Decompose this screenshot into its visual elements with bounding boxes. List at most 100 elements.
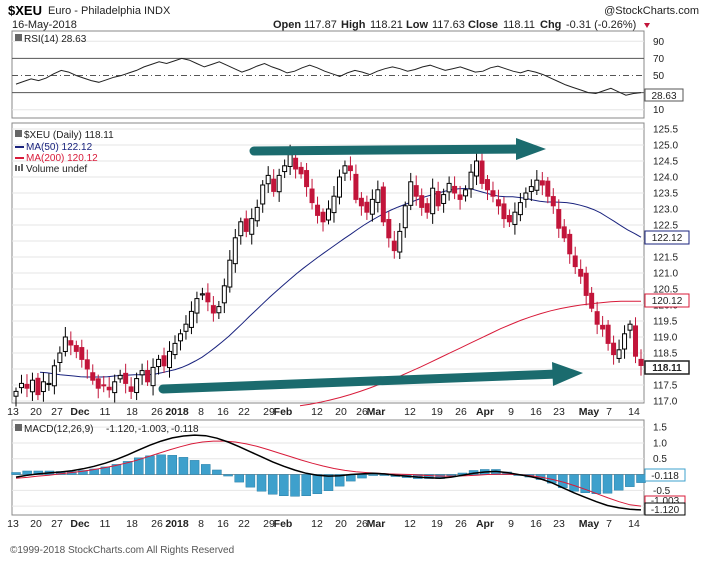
macd-hist-bar	[636, 474, 646, 483]
macd-badge: -1.120	[651, 505, 680, 516]
legend-volume: Volume undef	[26, 164, 87, 175]
candle	[638, 349, 644, 376]
macd-hist-bar	[334, 474, 345, 487]
candle	[463, 185, 469, 202]
candle	[490, 181, 496, 203]
candle	[139, 363, 145, 385]
candle	[13, 387, 19, 407]
candle	[172, 335, 178, 360]
candle	[380, 182, 386, 227]
candle	[249, 208, 255, 245]
macd-hist-bar	[178, 457, 189, 475]
candle	[134, 372, 140, 401]
x-tick-label: 12	[404, 518, 416, 530]
candle	[506, 209, 512, 228]
low-value: 117.63	[432, 19, 465, 31]
candle	[578, 259, 584, 284]
x-tick-label: 12	[311, 406, 323, 418]
macd-hist-bar	[279, 474, 289, 496]
chg-value: -0.31 (-0.26%)	[566, 19, 636, 31]
macd-hist-bar	[256, 474, 267, 492]
price-tick-label: 117.5	[653, 381, 678, 392]
candle	[375, 180, 381, 213]
x-tick-label: 11	[100, 406, 111, 418]
x-tick-label: 14	[628, 518, 640, 530]
macd-tick-label: 0.5	[653, 454, 667, 465]
rsi-tick-label: 90	[653, 37, 665, 48]
x-tick-label: 12	[311, 518, 323, 530]
candle	[35, 373, 41, 401]
x-tick-label: 19	[431, 406, 443, 418]
ma200-badge-box	[644, 293, 690, 308]
candle	[298, 162, 304, 179]
macd-legend: MACD(12,26,9) -1.120, -1.003, -0.118	[15, 424, 199, 435]
macd-line	[15, 434, 642, 511]
rsi-tick-label: 50	[653, 71, 665, 82]
macd-hist-bar	[200, 464, 211, 475]
close-label: Close	[468, 19, 498, 31]
x-tick-label: 22	[238, 406, 250, 418]
price-tick-label: 117.0	[653, 397, 678, 408]
candle	[627, 320, 633, 339]
macd-hist-bar	[569, 474, 579, 492]
macd-hist-bar	[267, 474, 278, 495]
ma50-badge: 122.12	[652, 233, 683, 244]
macd-hist-bar	[580, 474, 590, 493]
candle	[123, 363, 129, 394]
candle	[397, 223, 403, 260]
rsi-panel: 9070503010 RSI(14) 28.63 28.63	[11, 30, 684, 119]
x-tick-label: 18	[126, 406, 138, 418]
low-label: Low	[406, 19, 428, 31]
x-tick-label: 2018	[165, 406, 189, 418]
candle	[528, 179, 534, 201]
candle	[232, 228, 238, 273]
x-tick-label: 2018	[165, 518, 189, 530]
candle	[238, 217, 244, 245]
rsi-line	[15, 57, 642, 96]
candle	[68, 331, 74, 356]
macd-tick-label: -0.5	[653, 486, 671, 497]
macd-value: -1.120,	[106, 424, 137, 435]
rsi-label: RSI(14) 28.63	[24, 34, 87, 45]
x-tick-label: 16	[530, 518, 542, 530]
rsi-current-badge: 28.63	[651, 91, 676, 102]
candle	[408, 172, 414, 211]
copyright-footer: ©1999-2018 StockCharts.com All Rights Re…	[10, 545, 234, 556]
candle	[265, 166, 271, 193]
candle	[128, 377, 134, 400]
macd-hist-bar	[357, 474, 367, 479]
x-tick-label: 8	[198, 406, 204, 418]
macd-label-prefix: MACD(12,26,9)	[24, 424, 93, 435]
price-tick-label: 123.5	[653, 189, 678, 200]
macd-hist-bar	[189, 460, 200, 475]
candle	[57, 346, 63, 372]
x-tick-label: 27	[51, 406, 63, 418]
candle	[347, 156, 353, 181]
ma200-badge: 120.12	[652, 296, 683, 307]
candle	[545, 177, 551, 204]
candle	[484, 174, 490, 201]
candle	[271, 169, 277, 197]
candle	[517, 193, 523, 222]
x-tick-label: 20	[335, 406, 347, 418]
candle	[320, 208, 326, 232]
candle	[18, 374, 24, 394]
macd-hist-bar	[167, 455, 177, 475]
high-label: High	[341, 19, 366, 31]
macd-panel: 1.51.00.50.0-0.5-1.0 MACD(12,26,9) -1.12…	[11, 419, 686, 516]
price-tick-label: 121.0	[653, 269, 678, 280]
candle	[364, 195, 370, 220]
legend-ma200: MA(200) 120.12	[26, 153, 98, 164]
down-arrow-icon	[644, 23, 650, 28]
x-tick-label: 7	[606, 406, 612, 418]
candle	[600, 315, 606, 337]
x-tick-label: 20	[335, 518, 347, 530]
x-tick-label: Apr	[476, 518, 494, 530]
candle	[112, 374, 118, 403]
x-tick-label: 22	[238, 518, 250, 530]
candle	[391, 230, 397, 259]
x-tick-label: 9	[508, 406, 514, 418]
candle	[84, 349, 90, 379]
candle	[495, 189, 501, 215]
